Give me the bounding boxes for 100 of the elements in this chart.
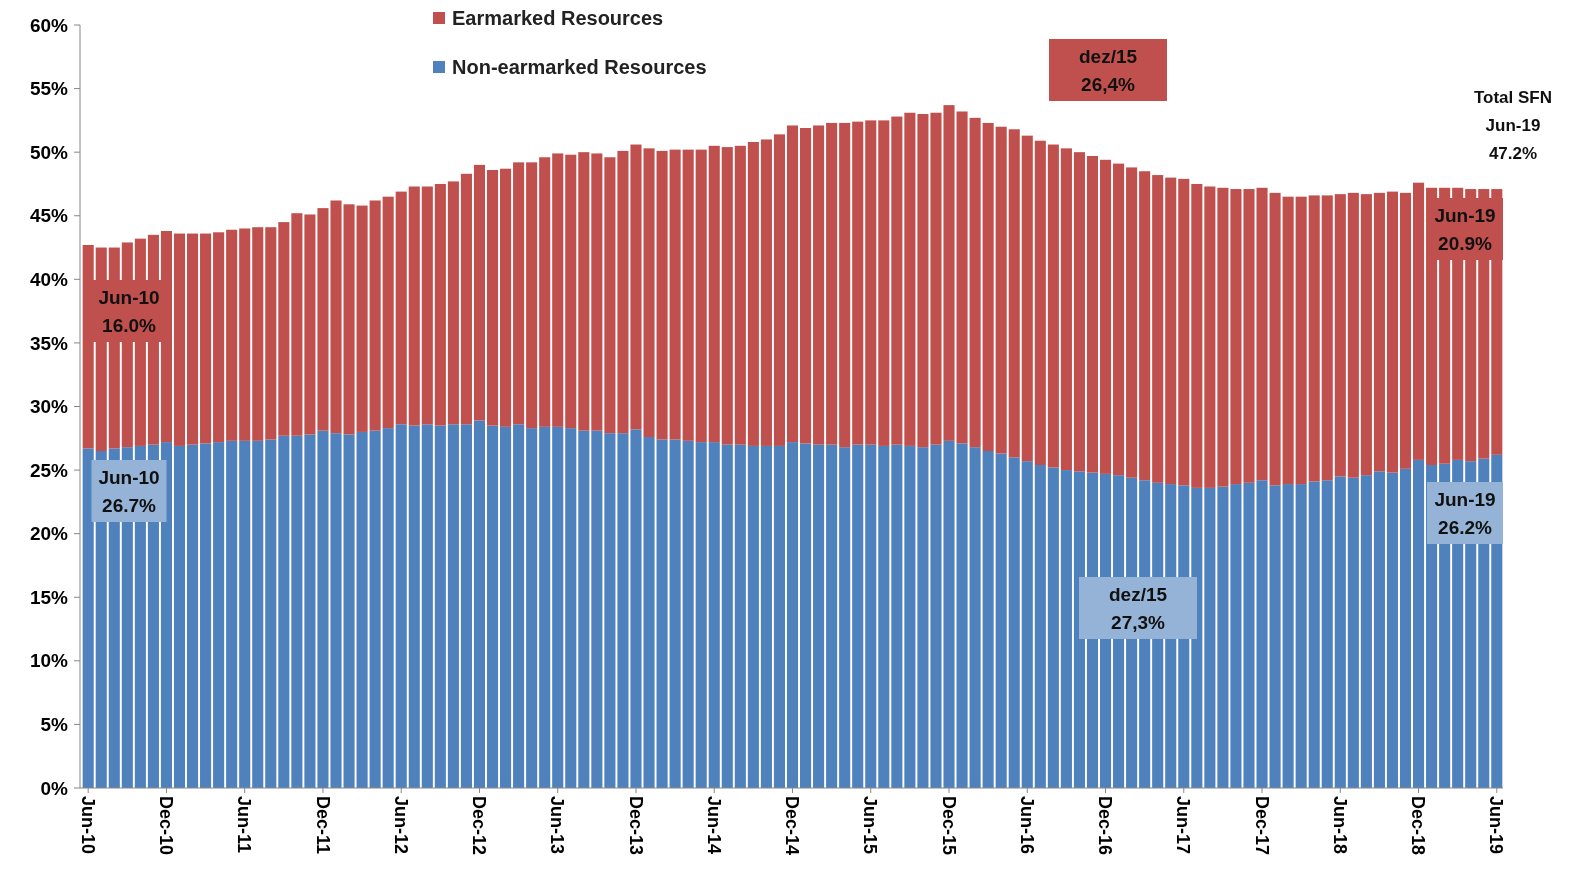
y-tick-label: 25% xyxy=(29,459,69,481)
bar xyxy=(1399,468,1412,788)
bar xyxy=(1099,159,1112,474)
bar xyxy=(695,442,707,788)
bar xyxy=(1269,192,1281,486)
bar xyxy=(800,128,812,444)
annotation: Jun-10 26.7% xyxy=(98,466,160,516)
bar xyxy=(1230,484,1242,788)
bar xyxy=(291,435,303,788)
bar xyxy=(239,440,251,788)
y-tick-label: 55% xyxy=(29,78,69,100)
annotation: Jun-10 16.0% xyxy=(98,286,160,336)
bar xyxy=(826,444,838,788)
bar xyxy=(1073,152,1085,472)
legend-label: Earmarked Resources xyxy=(452,7,664,29)
bar xyxy=(578,152,590,431)
bar xyxy=(278,435,290,788)
y-tick-label: 20% xyxy=(29,523,69,545)
x-tick-label: Jun-16 xyxy=(1016,796,1037,855)
bar xyxy=(239,228,251,441)
bar xyxy=(382,428,394,788)
bar xyxy=(617,433,629,788)
bar xyxy=(747,445,759,788)
bar xyxy=(604,433,616,788)
bar xyxy=(460,424,472,788)
annotation: dez/15 27,3% xyxy=(1108,583,1168,633)
bar xyxy=(1360,475,1372,788)
y-tick-label: 50% xyxy=(29,141,69,163)
bar xyxy=(513,424,525,788)
bar xyxy=(343,434,355,788)
bar xyxy=(1047,144,1059,468)
bar xyxy=(1047,467,1059,788)
bar xyxy=(1165,177,1177,485)
x-tick-label: Dec-18 xyxy=(1408,796,1429,856)
bar xyxy=(982,451,994,788)
bar xyxy=(773,134,785,446)
bar xyxy=(1386,472,1399,788)
bar xyxy=(682,149,694,441)
bar xyxy=(1034,465,1046,788)
bar xyxy=(447,181,459,425)
bar xyxy=(1308,481,1320,788)
bar xyxy=(1373,192,1385,472)
bar xyxy=(369,430,381,788)
y-tick-label: 30% xyxy=(29,396,69,418)
annotation: dez/15 26,4% xyxy=(1078,45,1138,95)
legend-label: Non-earmarked Resources xyxy=(452,56,707,78)
bar xyxy=(421,186,433,425)
bar xyxy=(1308,195,1320,482)
bar xyxy=(1217,187,1229,487)
bar xyxy=(917,114,929,448)
bar xyxy=(473,164,486,421)
bar xyxy=(395,424,407,788)
bar xyxy=(656,150,668,440)
bar xyxy=(708,145,720,443)
bar xyxy=(747,141,759,446)
bar xyxy=(1295,196,1307,485)
bar xyxy=(1178,178,1190,486)
bar xyxy=(1034,140,1046,465)
bar xyxy=(173,445,186,788)
y-tick-label: 0% xyxy=(40,777,69,799)
x-tick-label: Jun-15 xyxy=(860,796,881,855)
bar xyxy=(408,425,420,788)
bar xyxy=(1113,163,1125,476)
bar xyxy=(356,205,368,432)
x-tick-label: Dec-14 xyxy=(782,796,803,856)
x-tick-label: Dec-13 xyxy=(625,796,646,856)
bar xyxy=(513,162,525,425)
bar xyxy=(500,426,512,788)
bar xyxy=(956,111,968,444)
bar xyxy=(1413,182,1425,460)
bar xyxy=(1334,476,1346,788)
bar xyxy=(173,233,186,446)
bar xyxy=(1386,191,1399,473)
bar xyxy=(956,443,968,788)
bar xyxy=(1204,186,1216,488)
bar xyxy=(473,420,486,788)
bar xyxy=(1347,477,1359,788)
bar xyxy=(969,447,981,788)
x-tick-label: Dec-17 xyxy=(1251,796,1272,856)
bar xyxy=(1399,192,1412,469)
bar xyxy=(604,157,616,434)
bar xyxy=(591,430,603,788)
x-tick-label: Dec-15 xyxy=(938,796,959,856)
bar xyxy=(434,183,446,426)
bar xyxy=(813,125,825,445)
bar xyxy=(526,428,538,788)
bar xyxy=(813,444,825,788)
bar xyxy=(1152,175,1164,483)
annotation: Jun-19 26.2% xyxy=(1434,488,1496,538)
bar xyxy=(786,442,799,788)
bar xyxy=(1008,129,1020,458)
y-tick-label: 45% xyxy=(29,205,69,227)
annotation: Total SFN Jun-19 47.2% xyxy=(1473,87,1553,163)
bar xyxy=(1139,171,1151,481)
bar xyxy=(1282,196,1294,485)
bar xyxy=(995,126,1007,454)
bar xyxy=(82,448,94,788)
bar xyxy=(356,431,368,788)
bar xyxy=(839,447,851,788)
bar xyxy=(486,169,499,426)
